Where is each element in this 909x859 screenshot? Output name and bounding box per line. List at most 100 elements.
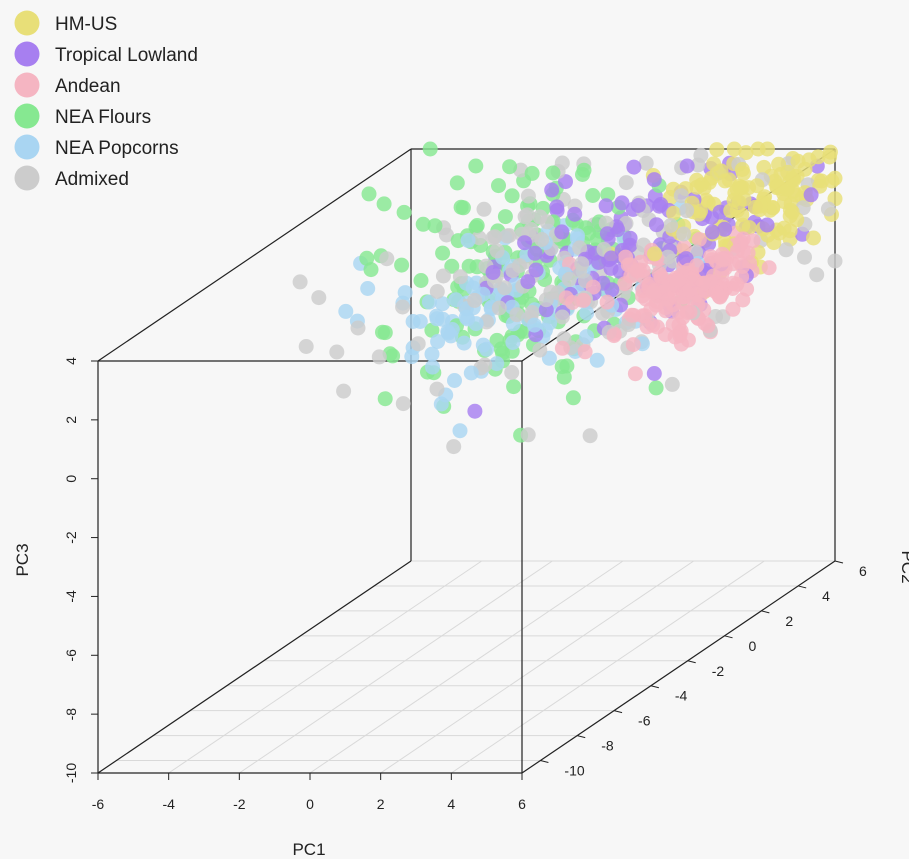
data-point xyxy=(692,232,707,247)
y-tick-label: 4 xyxy=(63,357,79,365)
data-point xyxy=(506,379,521,394)
data-point xyxy=(379,251,394,266)
legend: HM-USTropical LowlandAndeanNEA FloursNEA… xyxy=(15,11,198,191)
data-point xyxy=(477,358,492,373)
z-tick-label: -2 xyxy=(712,663,725,679)
data-point xyxy=(600,295,615,310)
legend-marker xyxy=(15,11,40,36)
data-point xyxy=(630,263,645,278)
data-point xyxy=(628,366,643,381)
data-point xyxy=(486,265,501,280)
data-point xyxy=(647,246,662,261)
legend-marker xyxy=(15,42,40,67)
z-tick-label: 4 xyxy=(822,588,830,604)
z-tick-mark xyxy=(577,736,585,738)
legend-label: NEA Popcorns xyxy=(55,138,179,159)
data-point xyxy=(543,285,558,300)
z-tick-label: -4 xyxy=(675,688,688,704)
data-point xyxy=(456,200,471,215)
data-point xyxy=(329,345,344,360)
data-point xyxy=(619,175,634,190)
y-tick-label: 0 xyxy=(63,475,79,483)
x-axis-label: PC1 xyxy=(292,840,325,859)
data-point xyxy=(676,227,691,242)
data-point xyxy=(532,343,547,358)
data-point xyxy=(668,329,683,344)
data-point xyxy=(362,186,377,201)
data-point xyxy=(464,366,479,381)
data-point xyxy=(518,209,533,224)
legend-label: HM-US xyxy=(55,14,117,35)
z-tick-label: -6 xyxy=(638,713,651,729)
data-point xyxy=(492,301,507,316)
data-point xyxy=(505,188,520,203)
data-point xyxy=(435,246,450,261)
data-point xyxy=(505,263,520,278)
data-point xyxy=(498,209,513,224)
data-point xyxy=(750,178,765,193)
data-point xyxy=(631,198,646,213)
data-point xyxy=(590,353,605,368)
data-point xyxy=(378,391,393,406)
data-point xyxy=(663,218,678,233)
data-point xyxy=(542,315,557,330)
data-point xyxy=(579,329,594,344)
data-point xyxy=(562,272,577,287)
floor-grid-line xyxy=(310,561,623,773)
data-point xyxy=(665,377,680,392)
data-point xyxy=(650,320,665,335)
data-point xyxy=(467,404,482,419)
data-point xyxy=(576,293,591,308)
floor-grid xyxy=(98,561,835,773)
data-point xyxy=(828,254,843,269)
data-point xyxy=(413,314,428,329)
data-point xyxy=(447,373,462,388)
data-point xyxy=(555,359,570,374)
x-tick-label: 2 xyxy=(377,796,385,812)
data-point xyxy=(578,344,593,359)
data-point xyxy=(780,182,795,197)
data-points xyxy=(293,142,843,455)
frame-edge xyxy=(98,561,411,773)
y-tick-label: -8 xyxy=(63,708,79,721)
data-point xyxy=(377,196,392,211)
z-tick-mark xyxy=(835,561,843,563)
data-point xyxy=(555,341,570,356)
data-point xyxy=(457,336,472,351)
data-point xyxy=(690,180,705,195)
data-point xyxy=(430,334,445,349)
data-point xyxy=(599,198,614,213)
z-tick-label: -10 xyxy=(564,763,584,779)
y-tick-label: -10 xyxy=(63,763,79,783)
data-point xyxy=(579,306,594,321)
legend-marker xyxy=(15,104,40,129)
x-tick-label: 0 xyxy=(306,796,314,812)
data-point xyxy=(505,335,520,350)
legend-label: NEA Flours xyxy=(55,107,151,128)
data-point xyxy=(414,273,429,288)
data-point xyxy=(476,338,491,353)
data-point xyxy=(604,251,619,266)
floor-grid-line xyxy=(381,561,694,773)
data-point xyxy=(714,251,729,266)
data-point xyxy=(394,258,409,273)
data-point xyxy=(546,166,561,181)
data-point xyxy=(527,318,542,333)
data-point xyxy=(647,366,662,381)
data-point xyxy=(525,166,540,181)
z-tick-mark xyxy=(651,686,659,688)
data-point xyxy=(336,384,351,399)
data-point xyxy=(351,321,366,336)
data-point xyxy=(450,175,465,190)
data-point xyxy=(821,202,836,217)
data-point xyxy=(649,380,664,395)
data-point xyxy=(446,439,461,454)
data-point xyxy=(509,307,524,322)
data-point xyxy=(607,328,622,343)
data-point xyxy=(689,258,704,273)
z-tick-label: 0 xyxy=(749,638,757,654)
frame-edge xyxy=(522,561,835,773)
data-point xyxy=(490,243,505,258)
data-point xyxy=(423,142,438,157)
data-point xyxy=(649,217,664,232)
